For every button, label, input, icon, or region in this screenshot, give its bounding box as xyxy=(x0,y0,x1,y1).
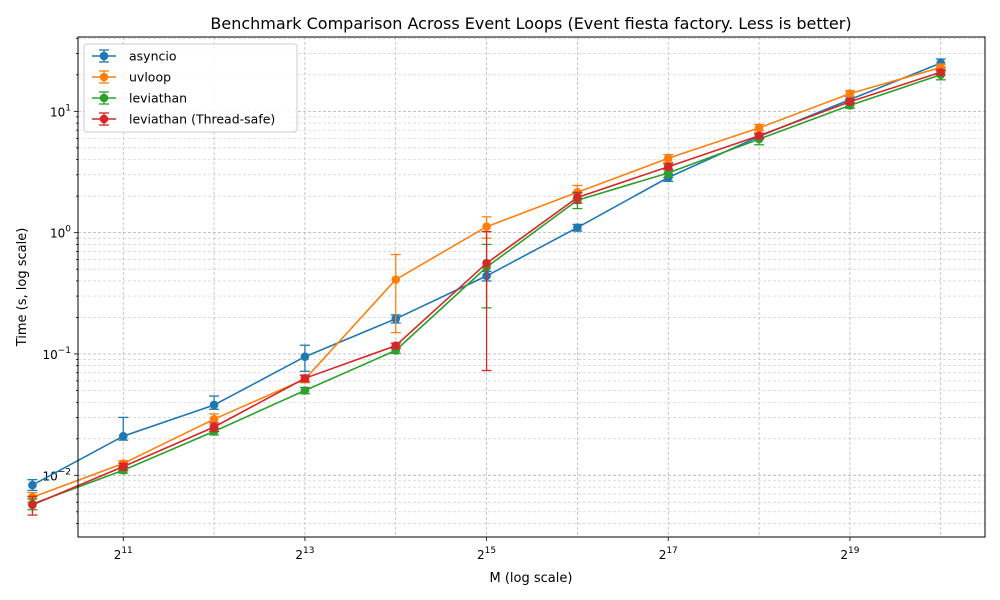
data-point xyxy=(209,414,219,424)
data-point xyxy=(663,162,673,171)
series-3 xyxy=(27,67,946,516)
x-tick-label-base: 2 xyxy=(295,548,303,562)
x-tick-label-exponent: 19 xyxy=(848,546,860,556)
data-point xyxy=(118,431,128,441)
x-tick-label-base: 2 xyxy=(114,548,122,562)
legend-label: leviathan (Thread-safe) xyxy=(129,112,275,127)
legend-marker xyxy=(99,72,109,82)
data-point xyxy=(663,168,673,178)
data-point xyxy=(28,500,37,510)
y-tick-label-base: 10 xyxy=(50,227,65,241)
data-point xyxy=(209,422,219,432)
y-tick-label-base: 10 xyxy=(50,105,65,119)
y-tick-label-exponent: 0 xyxy=(65,225,71,235)
data-point xyxy=(482,258,491,268)
data-point xyxy=(573,223,582,232)
x-tick-label-base: 2 xyxy=(659,548,667,562)
chart-title: Benchmark Comparison Across Event Loops … xyxy=(210,14,851,33)
data-point xyxy=(209,400,219,410)
legend-entry: leviathan (Thread-safe) xyxy=(92,112,275,127)
data-series xyxy=(27,58,946,516)
x-tick-label-exponent: 13 xyxy=(303,546,314,556)
x-tick-label-base: 2 xyxy=(840,548,848,562)
plot-frame xyxy=(77,36,986,538)
data-point xyxy=(482,222,491,231)
legend-entry: leviathan xyxy=(92,91,187,106)
x-tick-label: 215 xyxy=(477,546,496,562)
legend-marker xyxy=(99,114,109,124)
data-point xyxy=(300,374,310,383)
legend-label: asyncio xyxy=(129,49,177,64)
data-point xyxy=(663,154,673,163)
x-tick-label-exponent: 11 xyxy=(121,546,132,556)
legend-marker xyxy=(99,93,109,103)
data-point xyxy=(936,67,946,77)
data-point xyxy=(754,123,764,133)
x-tick-label: 217 xyxy=(659,546,678,562)
x-tick-label-exponent: 17 xyxy=(666,546,677,556)
y-tick-label: 101 xyxy=(50,103,71,119)
data-point xyxy=(845,97,855,107)
legend-label: leviathan xyxy=(129,91,187,106)
y-tick-label: 100 xyxy=(50,225,71,241)
y-tick-label: 10−1 xyxy=(42,346,71,362)
y-tick-label-exponent: −1 xyxy=(58,346,71,356)
data-point xyxy=(28,480,37,490)
y-tick-label-exponent: −2 xyxy=(58,467,71,477)
legend-marker xyxy=(99,51,109,61)
data-point xyxy=(300,352,310,361)
y-tick-label: 10−2 xyxy=(42,467,71,483)
legend-entry: asyncio xyxy=(92,49,177,64)
data-point xyxy=(845,89,855,98)
x-tick-label-exponent: 15 xyxy=(485,546,496,556)
y-tick-label-base: 10 xyxy=(42,348,57,362)
x-tick-label: 213 xyxy=(295,546,314,562)
legend-box xyxy=(83,43,298,133)
data-point xyxy=(391,341,401,351)
data-point xyxy=(118,462,128,471)
data-point xyxy=(391,275,401,284)
x-tick-label-base: 2 xyxy=(477,548,485,562)
data-point xyxy=(573,193,582,202)
legend: asyncio uvloop leviathan leviathan (Thread-… xyxy=(83,43,298,133)
legend-entry: uvloop xyxy=(92,70,171,85)
x-axis-label: M (log scale) xyxy=(490,571,573,586)
data-point xyxy=(300,386,310,395)
data-point xyxy=(754,131,764,140)
legend-label: uvloop xyxy=(129,70,171,85)
y-tick-label-exponent: 1 xyxy=(65,103,71,113)
y-axis-label: Time (s, log scale) xyxy=(15,228,30,348)
x-tick-label: 211 xyxy=(114,546,133,562)
x-tick-label: 219 xyxy=(840,546,859,562)
